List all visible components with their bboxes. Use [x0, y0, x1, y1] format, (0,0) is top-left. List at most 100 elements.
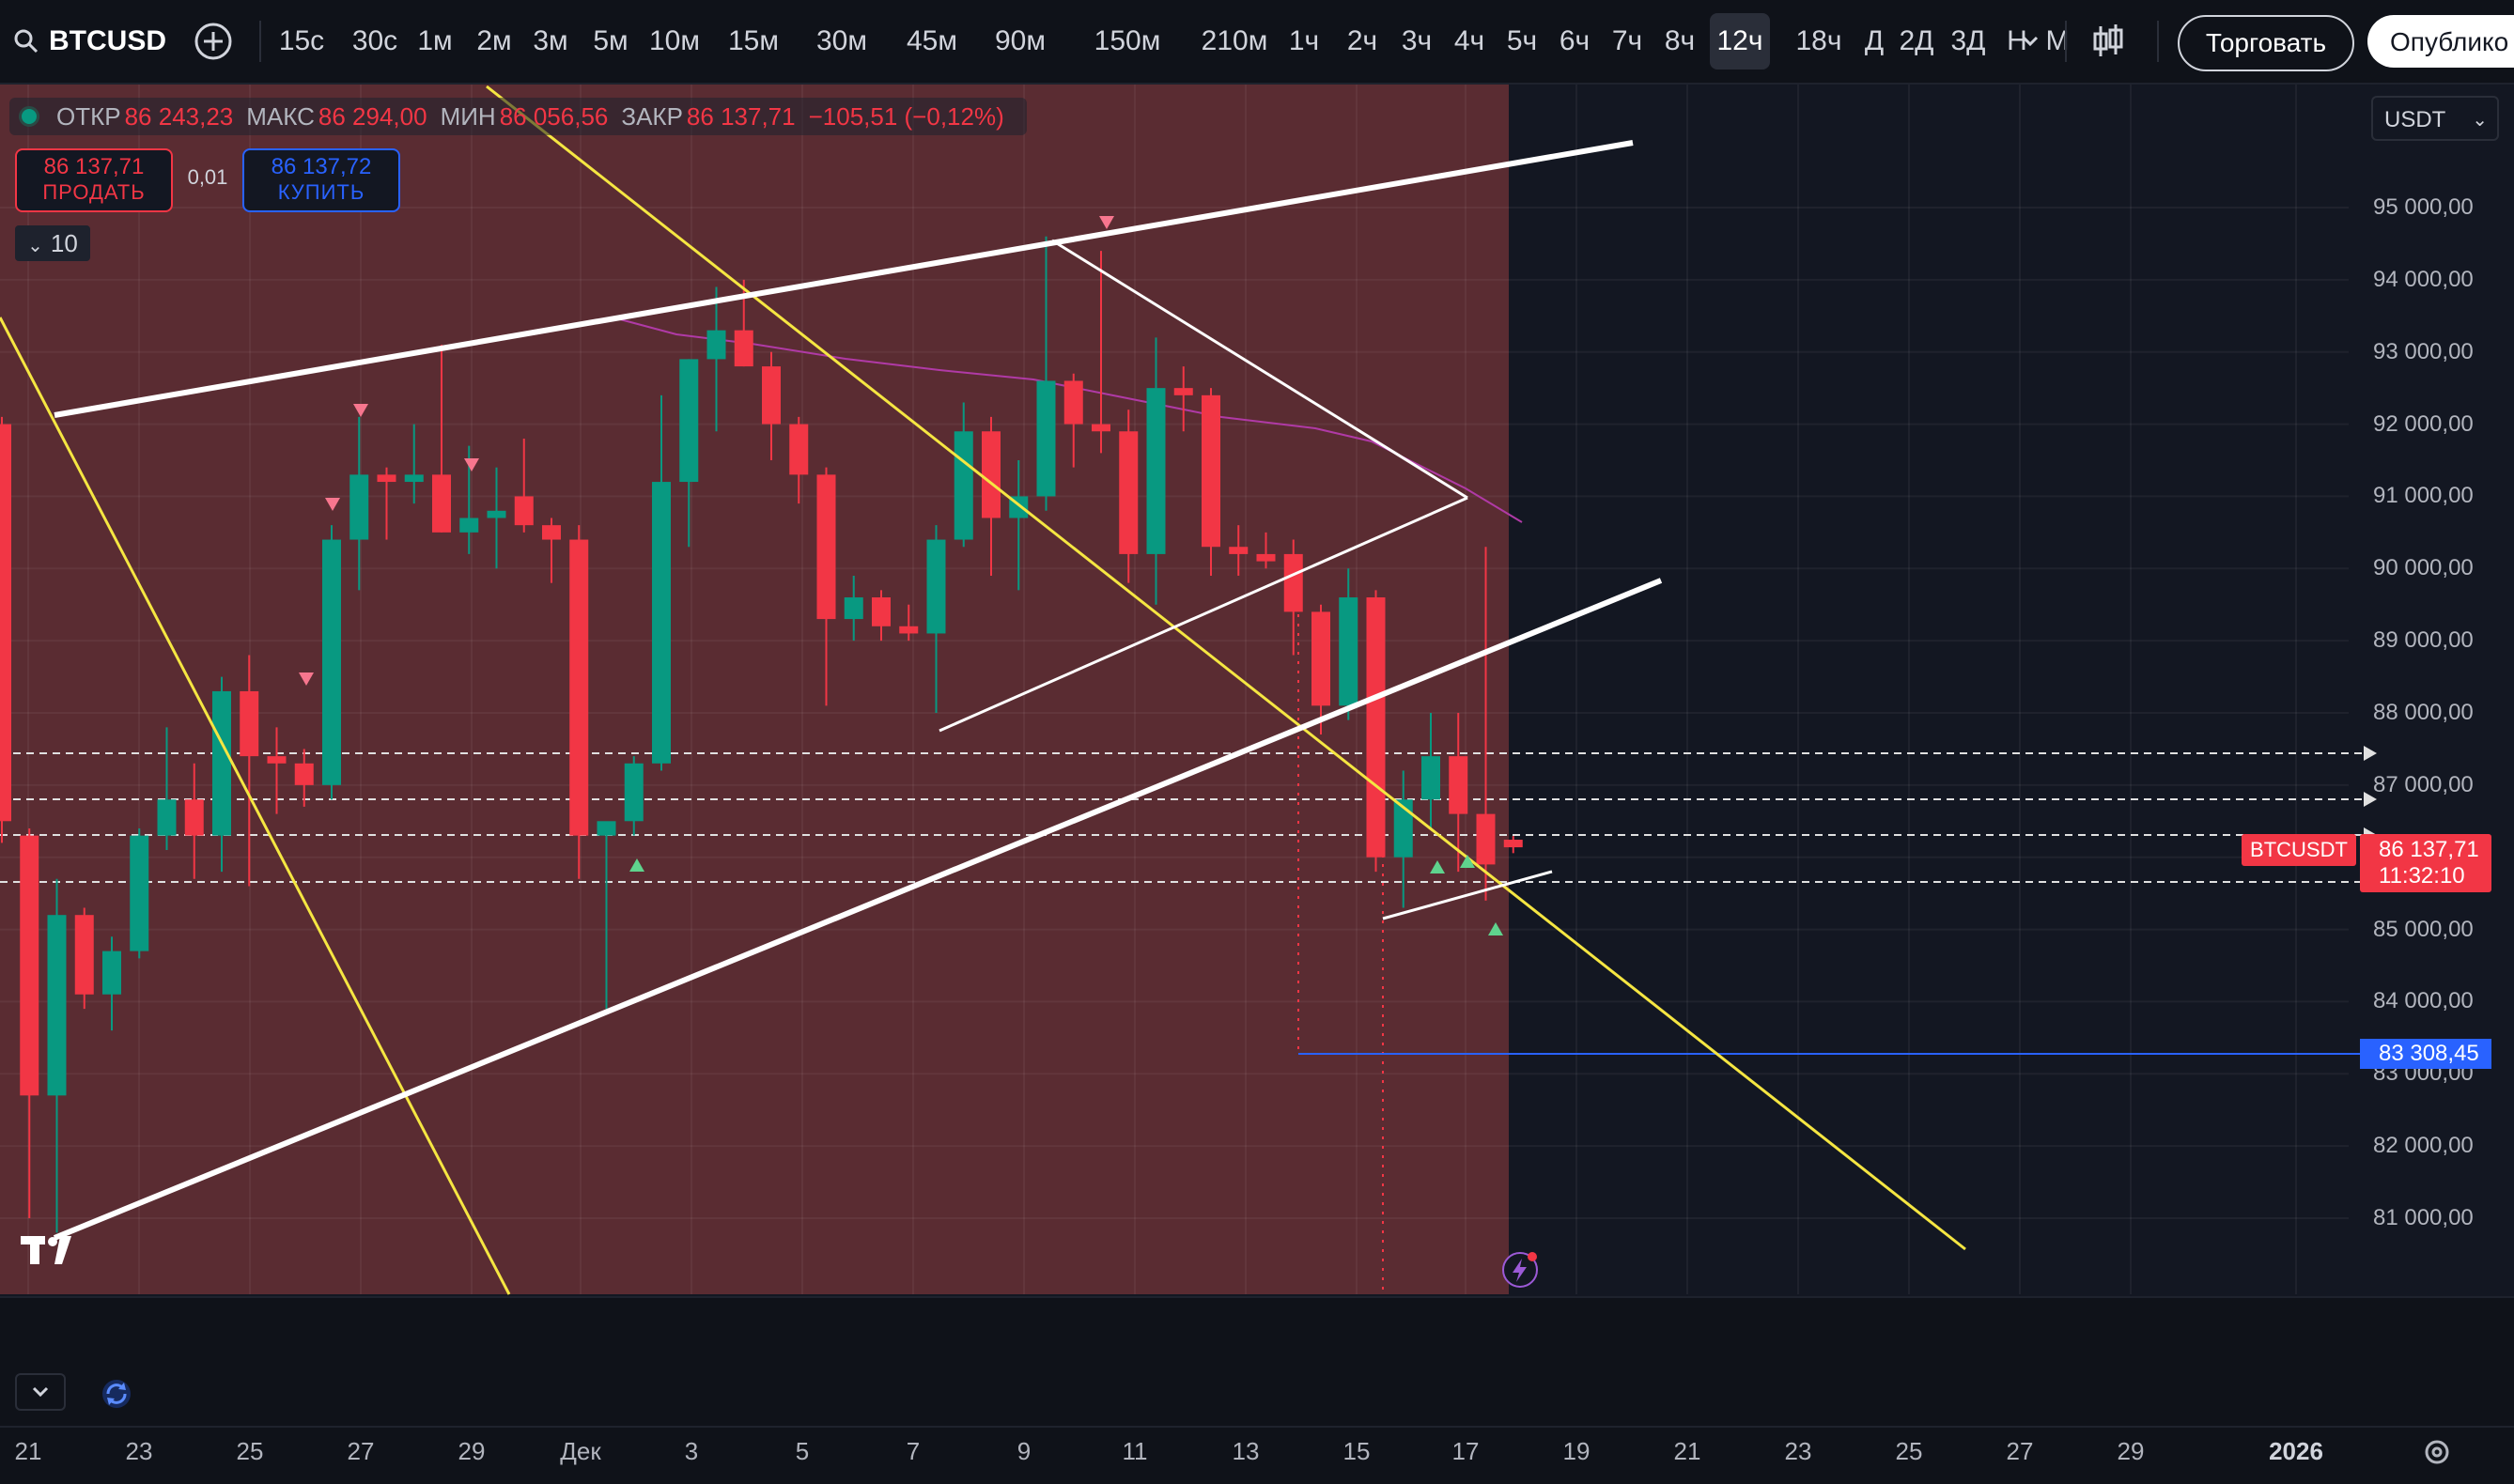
timeframe-dropdown[interactable]	[2016, 0, 2044, 83]
candle[interactable]	[982, 416, 1001, 576]
candle[interactable]	[569, 525, 589, 879]
trade-button[interactable]: Торговать	[2178, 15, 2354, 71]
add-symbol-button[interactable]	[194, 0, 233, 83]
timeframe-18[interactable]: 6ч	[1559, 25, 1591, 56]
candle[interactable]	[1393, 770, 1413, 908]
candle[interactable]	[130, 827, 149, 959]
timeframe-15[interactable]: 3ч	[1401, 25, 1433, 56]
candle[interactable]	[542, 518, 561, 583]
candle[interactable]	[404, 424, 424, 504]
timeframe-24[interactable]: 2Д	[1899, 25, 1934, 56]
candle[interactable]	[1339, 568, 1358, 720]
candle[interactable]	[1503, 836, 1523, 854]
candle[interactable]	[1283, 539, 1303, 656]
timeframe-9[interactable]: 45м	[907, 25, 957, 56]
time-axis[interactable]: 21 23 25 27 29 Дек 3 5 7 9 11 13 15 17 19 21 23 25 27 29 202…	[0, 1426, 2514, 1484]
candle[interactable]	[816, 467, 836, 706]
timeframe-25[interactable]: 3Д	[1950, 25, 1986, 56]
collapse-panel-button[interactable]	[15, 1373, 66, 1411]
candle[interactable]	[706, 286, 726, 432]
candle[interactable]	[1311, 604, 1330, 735]
timeframe-1[interactable]: 30с	[351, 25, 398, 56]
timeframe-10[interactable]: 90м	[995, 25, 1046, 56]
candle[interactable]	[294, 749, 314, 807]
candle[interactable]	[349, 416, 369, 591]
timeframe-20[interactable]: 8ч	[1664, 25, 1696, 56]
symbol-search[interactable]: BTCUSD	[13, 0, 166, 83]
candle[interactable]	[899, 604, 919, 642]
bolt-icon[interactable]	[1499, 1249, 1541, 1291]
candle[interactable]	[1063, 373, 1083, 468]
currency-select[interactable]: USDT ⌄	[2371, 96, 2499, 141]
price-scale[interactable]: 95 000,00 94 000,00 93 000,00 92 000,00 91 0…	[2349, 85, 2514, 1296]
timeframe-13[interactable]: 1ч	[1288, 25, 1320, 56]
candle[interactable]	[762, 351, 781, 460]
publish-button[interactable]: Опублико	[2367, 15, 2514, 68]
timeframe-19[interactable]: 7ч	[1611, 25, 1643, 56]
candle[interactable]	[872, 590, 891, 642]
candle[interactable]	[1229, 525, 1249, 576]
gear-icon[interactable]	[2418, 1433, 2456, 1471]
candle[interactable]	[1449, 713, 1468, 873]
candle[interactable]	[184, 763, 204, 879]
candle[interactable]	[1119, 410, 1139, 583]
timeframe-3[interactable]: 2м	[476, 25, 512, 56]
timeframe-16[interactable]: 4ч	[1453, 25, 1485, 56]
candle[interactable]	[1036, 236, 1056, 511]
yellow-trendlines[interactable]	[0, 85, 1966, 1295]
candle[interactable]	[0, 416, 11, 843]
lots-toggle[interactable]: ⌄ 10	[15, 225, 90, 261]
chart-canvas[interactable]	[0, 85, 2514, 1296]
candle[interactable]	[1173, 366, 1193, 432]
timeframe-27[interactable]: М	[2045, 25, 2070, 56]
candle[interactable]	[1476, 547, 1496, 901]
candle[interactable]	[74, 907, 94, 1010]
timeframe-22[interactable]: 18ч	[1795, 25, 1842, 56]
white-channel-lines[interactable]	[53, 140, 1663, 1241]
timeframe-6[interactable]: 10м	[649, 25, 700, 56]
candles[interactable]	[0, 236, 1523, 1233]
candle[interactable]	[844, 575, 863, 642]
candle[interactable]	[1146, 337, 1166, 605]
candle[interactable]	[514, 438, 534, 533]
candle[interactable]	[1256, 532, 1276, 569]
timeframe-17[interactable]: 5ч	[1506, 25, 1538, 56]
timeframe-4[interactable]: 3м	[533, 25, 568, 56]
buy-button[interactable]: 86 137,72 КУПИТЬ	[242, 148, 400, 212]
timeframe-5[interactable]: 5м	[593, 25, 628, 56]
candle[interactable]	[432, 345, 451, 533]
timeframe-8[interactable]: 30м	[816, 25, 867, 56]
candle[interactable]	[624, 756, 644, 836]
candle[interactable]	[212, 676, 231, 873]
candle[interactable]	[487, 467, 506, 569]
candle[interactable]	[597, 821, 616, 1010]
timeframe-23[interactable]: Д	[1864, 25, 1885, 56]
candle[interactable]	[322, 525, 341, 800]
candle[interactable]	[679, 359, 699, 548]
timeframe-7[interactable]: 15м	[728, 25, 779, 56]
sync-icon[interactable]	[98, 1375, 135, 1413]
candle[interactable]	[20, 827, 39, 1218]
candle[interactable]	[157, 727, 177, 851]
timeframe-2[interactable]: 1м	[417, 25, 453, 56]
candle[interactable]	[47, 878, 67, 1233]
candle[interactable]	[789, 416, 809, 504]
timeframe-0[interactable]: 15с	[278, 25, 325, 56]
candle[interactable]	[377, 467, 396, 540]
timeframe-14[interactable]: 2ч	[1346, 25, 1378, 56]
candle[interactable]	[1366, 590, 1386, 873]
timeframe-11[interactable]: 150м	[1094, 25, 1161, 56]
chart-type-button[interactable]	[2091, 0, 2125, 83]
candle[interactable]	[926, 525, 946, 713]
candle[interactable]	[1421, 713, 1440, 828]
white-pattern-lines[interactable]	[939, 239, 1553, 920]
timeframe-26[interactable]: Н	[2007, 25, 2027, 56]
candle[interactable]	[1092, 251, 1110, 454]
candle[interactable]	[267, 727, 287, 814]
candle[interactable]	[102, 936, 121, 1031]
timeframe-12[interactable]: 210м	[1201, 25, 1268, 56]
candle[interactable]	[240, 655, 259, 887]
sell-button[interactable]: 86 137,71 ПРОДАТЬ	[15, 148, 173, 212]
candle[interactable]	[1202, 388, 1220, 576]
timeframe-21[interactable]: 12ч	[1710, 13, 1770, 70]
